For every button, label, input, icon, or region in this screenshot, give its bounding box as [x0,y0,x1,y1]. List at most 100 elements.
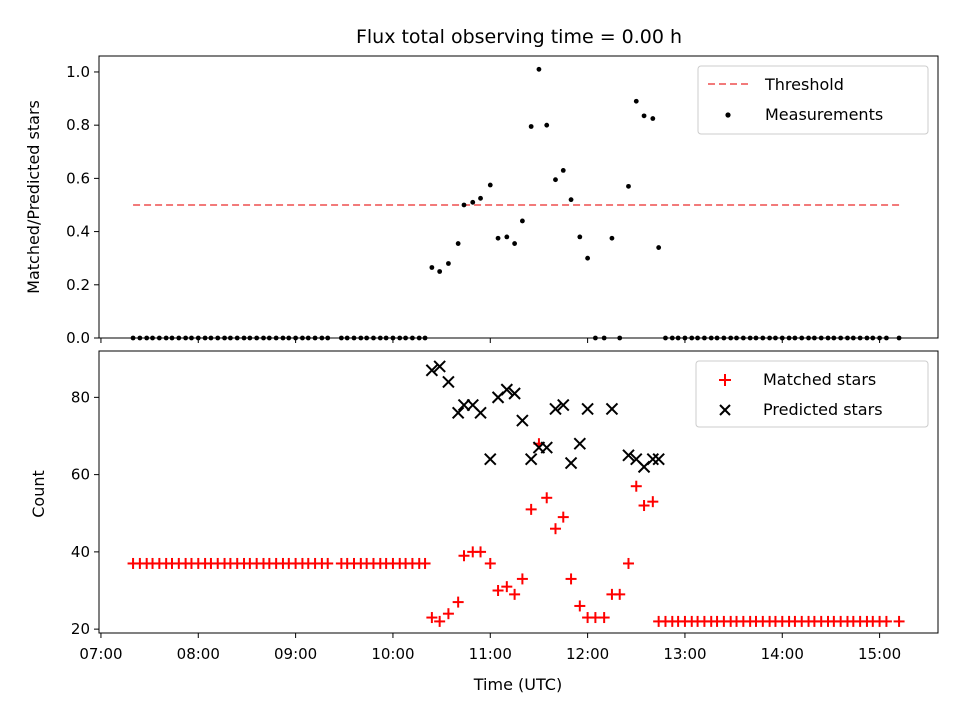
top-y-tick-label: 0.0 [66,329,90,347]
top-y-ticks: 0.0 0.2 0.4 0.6 0.8 1.0 [66,63,99,347]
bottom-x-tick-label: 09:00 [274,645,317,663]
predicted-star-point [474,406,487,420]
matched-star-point [574,600,586,612]
top-y-tick-label: 0.2 [66,276,90,294]
predicted-star-point [622,449,635,462]
top-y-tick-label: 0.4 [66,223,90,241]
predicted-star-point [524,452,538,466]
matched-star-point [322,557,334,569]
bottom-y-tick-label: 20 [71,620,90,638]
predicted-star-point [425,364,439,377]
predicted-star-point [581,402,594,416]
matched-star-point [598,612,610,624]
predicted-star-point [484,452,497,466]
predicted-star-point [646,452,660,466]
measurement-point [650,116,656,121]
matched-star-point [557,511,569,523]
matched-star-point [549,523,561,535]
matched-star-point [509,588,521,600]
bottom-y-axis-label: Count [29,470,48,518]
bottom-x-tick-label: 07:00 [79,645,122,663]
measurement-point [504,234,510,240]
measurement-point [633,98,639,104]
predicted-stars-points [425,360,665,474]
predicted-star-point [557,398,570,412]
bottom-axes-frame [98,350,939,634]
bottom-x-tick-label: 11:00 [469,645,512,663]
measurement-point [560,167,566,173]
matched-star-point [475,546,487,558]
measurement-point [429,265,435,270]
measurement-point [568,197,574,203]
predicted-star-point [508,387,521,400]
legend-matched-swatch [719,374,731,386]
top-y-axis-label: Matched/Predicted stars [24,100,43,294]
chart-title: Flux total observing time = 0.00 h [356,26,682,48]
measurement-point [553,177,558,183]
top-legend-box [697,65,929,135]
matched-star-point [647,496,659,508]
matched-stars-points [127,438,905,627]
predicted-star-point [540,441,553,454]
predicted-star-point [457,398,471,412]
top-y-tick-label: 0.6 [66,169,90,187]
bottom-y-tick-label: 40 [71,543,90,561]
predicted-star-point [549,402,562,416]
bottom-legend-box [695,360,929,428]
measurement-point [585,255,591,261]
bottom-x-tick-label: 10:00 [371,645,414,663]
top-x-ticks [100,338,881,343]
matched-star-point [565,573,577,585]
matched-star-point [614,588,626,600]
matched-star-point [638,500,650,512]
legend-predicted-swatch [719,404,731,416]
matched-star-point [516,573,528,585]
matched-star-point [492,585,504,597]
measurement-point [577,234,583,240]
measurement-point [437,269,443,274]
matched-star-point [442,608,454,620]
measurement-point [455,241,461,246]
top-y-tick-label: 0.8 [66,116,90,134]
bottom-x-tick-label: 08:00 [177,645,220,663]
matched-star-point [880,615,892,627]
measurement-point [512,241,518,246]
predicted-star-point [573,437,587,450]
matched-star-point [541,492,553,504]
measurement-point [495,235,501,241]
matched-star-point [434,615,446,627]
bottom-y-ticks: 20 40 60 80 [71,388,99,638]
legend-threshold-label: Threshold [764,75,844,94]
top-axes-frame [98,55,939,339]
matched-star-point [622,557,634,569]
measurement-point [487,182,493,188]
bottom-panel: Count Time (UTC) 20 40 60 80 07:00 08:00 09:0… [29,350,939,694]
bottom-y-tick-label: 80 [71,388,90,406]
predicted-star-point [516,414,529,427]
matched-star-point [501,581,513,593]
predicted-star-point [451,406,465,420]
matched-star-point [426,612,438,624]
predicted-star-point [433,360,446,373]
matched-star-point [458,550,470,562]
top-panel: Flux total observing time = 0.00 h Match… [24,26,939,347]
bottom-x-tick-label: 12:00 [566,645,609,663]
bottom-x-tick-label: 13:00 [663,645,706,663]
x-axis-label: Time (UTC) [473,675,562,694]
measurement-point [609,235,615,241]
bottom-y-tick-label: 60 [71,466,90,484]
measurement-point [470,199,476,205]
measurement-point [626,183,631,189]
bottom-x-tick-label: 15:00 [858,645,901,663]
measurement-point [641,113,647,119]
bottom-legend: Matched stars Predicted stars [695,360,929,428]
measurement-point [544,122,550,128]
top-legend: Threshold Measurements [697,65,929,135]
predicted-star-point [564,456,578,470]
measurement-point [446,261,451,266]
measurement-point [519,218,525,224]
matched-star-point [630,480,642,492]
legend-predicted-label: Predicted stars [763,400,883,419]
matched-star-point [525,503,537,515]
